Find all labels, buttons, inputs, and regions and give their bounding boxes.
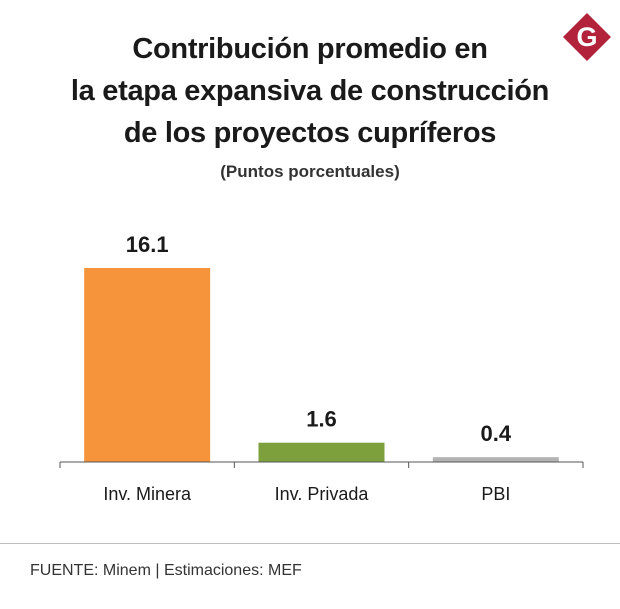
chart-title-line-1: Contribución promedio en [132, 33, 488, 65]
category-label: PBI [481, 484, 510, 504]
logo-diamond-shape [563, 13, 611, 61]
category-label: Inv. Privada [275, 484, 370, 504]
chart-subtitle: (Puntos porcentuales) [220, 162, 400, 181]
bar-inv-privada [258, 442, 385, 462]
category-label: Inv. Minera [103, 484, 192, 504]
chart-title: Contribución promedio en la etapa expans… [0, 28, 620, 154]
logo-letter: G [576, 22, 597, 52]
x-axis-ticks [59, 462, 584, 468]
bar-pbi [432, 457, 559, 462]
chart-title-line-2: la etapa expansiva de construcción [70, 75, 550, 107]
source-note: FUENTE: Minem | Estimaciones: MEF [30, 562, 302, 579]
bar-inv-minera [84, 268, 211, 462]
footer-divider [0, 543, 620, 544]
bars-layer [84, 268, 559, 462]
chart-title-line-3: de los proyectos cupríferos [123, 117, 497, 149]
value-label: 16.1 [126, 232, 169, 257]
labels-layer: 16.1 Inv. Minera 1.6 Inv. Privada 0.4 PBI [103, 232, 512, 504]
value-label: 0.4 [481, 421, 512, 446]
value-label: 1.6 [306, 407, 337, 432]
gestion-logo-icon: G [563, 13, 611, 61]
